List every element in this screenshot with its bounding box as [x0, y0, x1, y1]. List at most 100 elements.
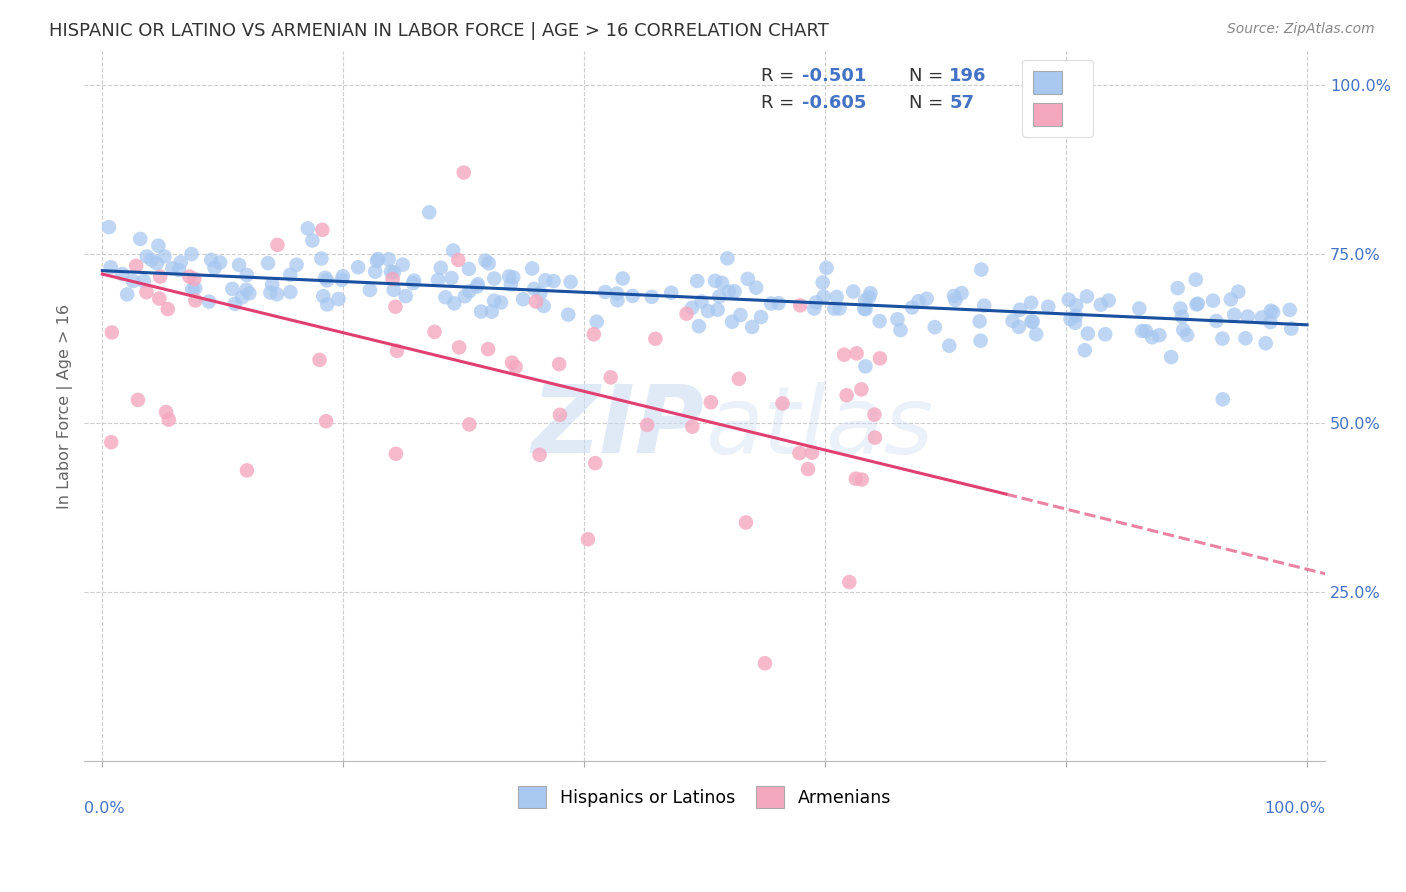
Text: R =: R =	[761, 67, 800, 85]
Text: atlas: atlas	[704, 382, 934, 473]
Point	[162, 261, 184, 276]
Point	[381, 272, 404, 286]
Point	[644, 332, 666, 346]
Point	[973, 299, 995, 313]
Point	[146, 256, 169, 270]
Point	[1130, 324, 1153, 338]
Point	[1057, 293, 1080, 307]
Point	[1098, 293, 1121, 308]
Point	[907, 294, 929, 309]
Point	[1001, 314, 1024, 328]
Point	[148, 292, 170, 306]
Point	[316, 273, 339, 287]
Point	[467, 277, 489, 292]
Point	[560, 275, 582, 289]
Point	[259, 285, 281, 300]
Point	[1090, 298, 1112, 312]
Point	[969, 334, 991, 348]
Point	[915, 292, 938, 306]
Point	[308, 352, 330, 367]
Point	[236, 463, 259, 477]
Point	[149, 269, 172, 284]
Point	[221, 282, 243, 296]
Point	[612, 271, 634, 285]
Point	[502, 270, 524, 285]
Point	[385, 343, 408, 358]
Point	[1219, 293, 1241, 307]
Point	[842, 285, 865, 299]
Point	[688, 319, 710, 334]
Point	[710, 276, 733, 290]
Point	[359, 283, 381, 297]
Point	[347, 260, 370, 275]
Point	[1025, 327, 1047, 342]
Point	[1038, 300, 1060, 314]
Point	[98, 220, 121, 235]
Point	[686, 274, 709, 288]
Point	[1236, 310, 1258, 324]
Point	[122, 274, 145, 288]
Point	[1074, 343, 1097, 358]
Point	[845, 346, 868, 360]
Point	[266, 287, 288, 301]
Point	[184, 293, 207, 308]
Point	[704, 274, 727, 288]
Point	[224, 297, 246, 311]
Point	[681, 419, 703, 434]
Point	[382, 265, 405, 279]
Point	[447, 252, 470, 267]
Point	[316, 297, 339, 311]
Point	[1064, 298, 1087, 312]
Point	[179, 269, 201, 284]
Point	[115, 287, 138, 301]
Point	[576, 533, 599, 547]
Point	[534, 273, 557, 287]
Text: N =: N =	[910, 94, 949, 112]
Point	[749, 310, 772, 324]
Point	[815, 260, 838, 275]
Point	[721, 315, 744, 329]
Point	[1234, 331, 1257, 345]
Point	[157, 413, 180, 427]
Point	[938, 339, 960, 353]
Y-axis label: In Labor Force | Age > 16: In Labor Force | Age > 16	[58, 303, 73, 508]
Point	[723, 285, 745, 299]
Point	[332, 269, 354, 284]
Point	[853, 301, 876, 316]
Point	[129, 232, 152, 246]
Point	[1094, 327, 1116, 342]
Point	[315, 414, 337, 428]
Point	[330, 273, 353, 287]
Point	[1059, 312, 1081, 326]
Point	[745, 281, 768, 295]
Point	[395, 289, 418, 303]
Text: ZIP: ZIP	[531, 382, 704, 474]
Point	[825, 290, 848, 304]
Point	[454, 289, 477, 303]
Point	[391, 258, 413, 272]
Point	[443, 296, 465, 310]
Point	[520, 261, 543, 276]
Point	[198, 294, 221, 309]
Point	[1077, 326, 1099, 341]
Point	[200, 252, 222, 267]
Point	[869, 351, 891, 366]
Point	[111, 267, 134, 281]
Point	[585, 315, 607, 329]
Point	[301, 234, 323, 248]
Point	[505, 359, 527, 374]
Text: 196: 196	[949, 67, 987, 85]
Point	[523, 282, 546, 296]
Point	[235, 283, 257, 297]
Text: Source: ZipAtlas.com: Source: ZipAtlas.com	[1227, 22, 1375, 37]
Point	[1064, 316, 1087, 330]
Point	[741, 320, 763, 334]
Point	[458, 417, 481, 432]
Point	[789, 298, 811, 312]
Point	[1185, 297, 1208, 311]
Point	[1278, 302, 1301, 317]
Point	[548, 408, 571, 422]
Point	[942, 289, 965, 303]
Point	[858, 290, 880, 304]
Point	[835, 388, 858, 402]
